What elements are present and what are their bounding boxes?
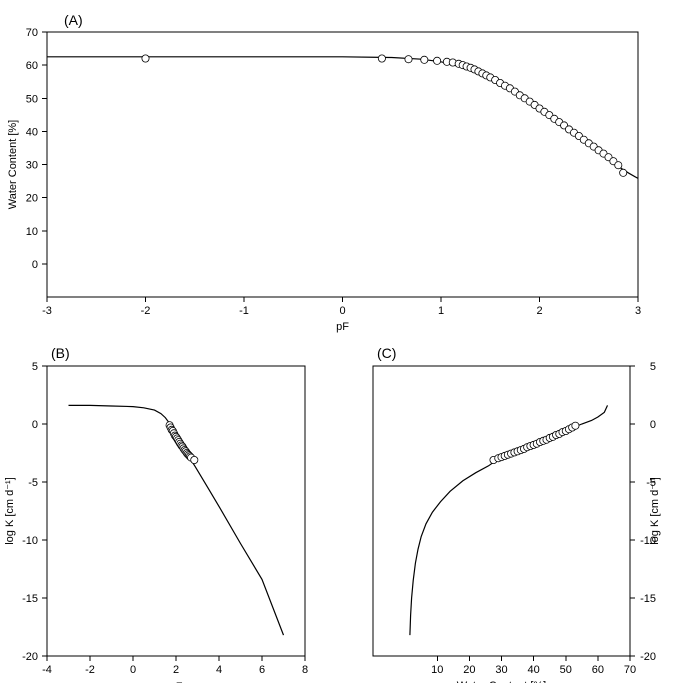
x-tick-label: 10 — [431, 664, 443, 676]
x-tick-label: 2 — [173, 664, 179, 676]
plot-frame — [372, 365, 631, 657]
x-tick-label: -1 — [239, 305, 249, 317]
x-tick-label: -4 — [42, 664, 52, 676]
x-tick-label: -2 — [141, 305, 151, 317]
plot-frame — [46, 365, 306, 657]
data-point — [571, 421, 580, 430]
y-tick-label: 70 — [26, 27, 38, 39]
y-axis-title: log K [cm d⁻¹] — [4, 477, 16, 545]
data-point — [619, 168, 628, 177]
x-tick-label: 6 — [259, 664, 265, 676]
x-axis-title: pF — [170, 681, 183, 683]
x-axis-title: pF — [336, 321, 349, 333]
data-point — [190, 455, 199, 464]
y-axis-title: log K [cm d⁻¹] — [649, 477, 661, 545]
y-tick-label: 5 — [650, 361, 656, 373]
y-tick-label: 0 — [32, 419, 38, 431]
y-tick-label: -20 — [640, 651, 656, 663]
x-tick-label: 30 — [495, 664, 507, 676]
y-tick-label: 30 — [26, 160, 38, 172]
x-axis-title: Water Content [%] — [457, 680, 546, 683]
fitted-curve — [409, 405, 609, 636]
data-point — [377, 54, 386, 63]
y-tick-label: -5 — [28, 477, 38, 489]
y-tick-label: 60 — [26, 60, 38, 72]
data-point — [614, 161, 623, 170]
y-tick-label: -5 — [646, 477, 656, 489]
y-tick-label: 0 — [32, 259, 38, 271]
y-axis-title: Water Content [%] — [7, 120, 19, 209]
plot-frame — [46, 31, 639, 298]
data-point — [433, 56, 442, 65]
panel-label: (B) — [51, 345, 70, 361]
x-tick-label: 3 — [635, 305, 641, 317]
x-tick-label: 2 — [536, 305, 542, 317]
x-tick-label: 4 — [216, 664, 222, 676]
x-tick-label: 8 — [302, 664, 308, 676]
x-tick-label: 20 — [463, 664, 475, 676]
y-tick-label: -10 — [640, 535, 656, 547]
y-tick-label: 5 — [32, 361, 38, 373]
x-tick-label: 40 — [528, 664, 540, 676]
data-point — [141, 54, 150, 63]
x-tick-label: 0 — [130, 664, 136, 676]
panel-c: 10 20 30 40 50 60 70 -20 -15 -10 -5 0 5 Water Content… — [372, 345, 661, 683]
x-tick-label: 50 — [560, 664, 572, 676]
y-tick-label: 50 — [26, 93, 38, 105]
x-tick-label: 0 — [339, 305, 345, 317]
y-tick-label: -20 — [22, 651, 38, 663]
y-tick-label: -10 — [22, 535, 38, 547]
panel-label: (C) — [377, 345, 396, 361]
y-tick-label: 40 — [26, 126, 38, 138]
x-tick-label: -2 — [85, 664, 95, 676]
data-point — [404, 55, 413, 64]
panel-label: (A) — [64, 12, 83, 28]
y-tick-label: -15 — [640, 593, 656, 605]
x-tick-label: 60 — [592, 664, 604, 676]
x-tick-label: 70 — [624, 664, 636, 676]
x-tick-label: 1 — [438, 305, 444, 317]
y-tick-label: 10 — [26, 226, 38, 238]
x-tick-label: -3 — [42, 305, 52, 317]
y-tick-label: -15 — [22, 593, 38, 605]
y-tick-label: 20 — [26, 193, 38, 205]
data-point — [420, 55, 429, 64]
y-tick-label: 0 — [650, 419, 656, 431]
